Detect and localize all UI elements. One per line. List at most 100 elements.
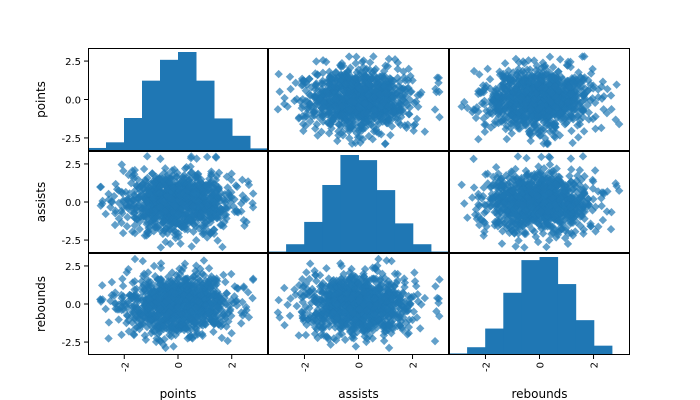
scatter-point <box>521 103 530 113</box>
scatter-point <box>510 203 519 212</box>
scatter-point <box>205 187 214 197</box>
scatter-point <box>98 196 107 206</box>
scatter-point <box>588 94 597 103</box>
scatter-point <box>362 117 371 127</box>
scatter-point <box>506 86 515 95</box>
scatter-point <box>468 193 477 202</box>
scatter-point <box>493 91 503 101</box>
scatter-point <box>217 220 226 230</box>
scatter-point <box>545 202 554 211</box>
scatter-point <box>333 136 342 146</box>
scatter-point <box>551 74 560 83</box>
scatter-point <box>566 202 575 212</box>
scatter-point <box>534 67 544 77</box>
scatter-point <box>477 99 487 108</box>
scatter-point <box>305 91 315 100</box>
scatter-point <box>307 83 316 92</box>
scatter-point <box>393 58 403 67</box>
scatter-point <box>206 283 215 293</box>
scatter-point <box>485 75 495 84</box>
scatter-point <box>531 76 540 85</box>
scatter-point <box>556 109 565 119</box>
scatter-point <box>203 280 212 290</box>
scatter-point <box>196 283 206 292</box>
scatter-point <box>469 66 479 76</box>
scatter-point <box>534 129 543 138</box>
scatter-point <box>318 56 328 65</box>
scatter-point <box>505 105 514 114</box>
scatter-point <box>306 117 315 126</box>
scatter-point <box>540 94 549 104</box>
scatter-point <box>578 152 588 161</box>
scatter-point <box>169 342 178 351</box>
scatter-point <box>356 68 365 78</box>
scatter-point <box>505 111 514 121</box>
scatter-point <box>498 227 507 236</box>
scatter-point <box>199 256 209 265</box>
scatter-point <box>551 233 561 242</box>
scatter-point <box>156 259 166 268</box>
scatter-point <box>591 227 600 236</box>
scatter-point <box>205 278 214 288</box>
scatter-point <box>414 102 423 112</box>
scatter-point <box>551 127 560 137</box>
scatter-point <box>230 282 239 291</box>
scatter-point <box>379 97 388 107</box>
scatter-point <box>227 269 236 279</box>
scatter-point <box>172 172 181 181</box>
scatter-point <box>530 127 540 136</box>
scatter-point <box>511 209 520 219</box>
scatter-point <box>143 268 153 277</box>
scatter-point <box>533 111 543 120</box>
scatter-point <box>243 288 253 297</box>
scatter-point <box>501 124 510 134</box>
scatter-point <box>148 326 158 335</box>
scatter-point <box>176 239 185 248</box>
scatter-point <box>607 105 616 114</box>
scatter-point <box>474 192 483 202</box>
scatter-point <box>498 83 508 92</box>
scatter-point <box>236 199 246 208</box>
scatter-point <box>220 293 229 303</box>
scatter-point <box>536 77 545 86</box>
scatter-point <box>211 308 221 317</box>
scatter-point <box>514 193 523 202</box>
scatter-point <box>476 215 485 224</box>
scatter-point <box>134 297 143 306</box>
scatter-point <box>539 62 549 71</box>
hist-bar <box>178 52 197 151</box>
scatter-point <box>161 164 170 173</box>
scatter-point <box>514 72 523 81</box>
scatter-point <box>499 204 508 213</box>
scatter-point <box>536 213 546 222</box>
scatter-point <box>180 225 190 234</box>
scatter-point <box>195 224 204 233</box>
scatter-point <box>567 214 577 223</box>
scatter-point <box>514 58 524 67</box>
scatter-point <box>611 115 620 124</box>
panel-rebounds-vs-points <box>88 253 268 355</box>
scatter-point <box>563 239 573 249</box>
scatter-point <box>572 77 582 86</box>
hist-bar <box>160 59 179 151</box>
scatter-point <box>334 131 343 140</box>
scatter-point <box>478 191 488 201</box>
scatter-point <box>346 63 355 72</box>
scatter-point <box>539 188 548 197</box>
scatter-point <box>574 68 583 77</box>
panel-frame <box>88 48 268 151</box>
scatter-point <box>362 64 371 74</box>
scatter-point <box>417 88 426 97</box>
scatter-point <box>186 168 196 177</box>
scatter-point <box>212 276 222 286</box>
scatter-point <box>189 220 199 229</box>
scatter-point <box>531 65 541 75</box>
panel-points-vs-points <box>88 48 268 151</box>
scatter-point <box>301 96 311 106</box>
scatter-point <box>550 82 560 91</box>
scatter-point <box>545 121 555 131</box>
scatter-point <box>185 182 194 191</box>
scatter-point <box>530 95 539 104</box>
scatter-point <box>586 69 596 78</box>
scatter-point <box>128 166 137 176</box>
